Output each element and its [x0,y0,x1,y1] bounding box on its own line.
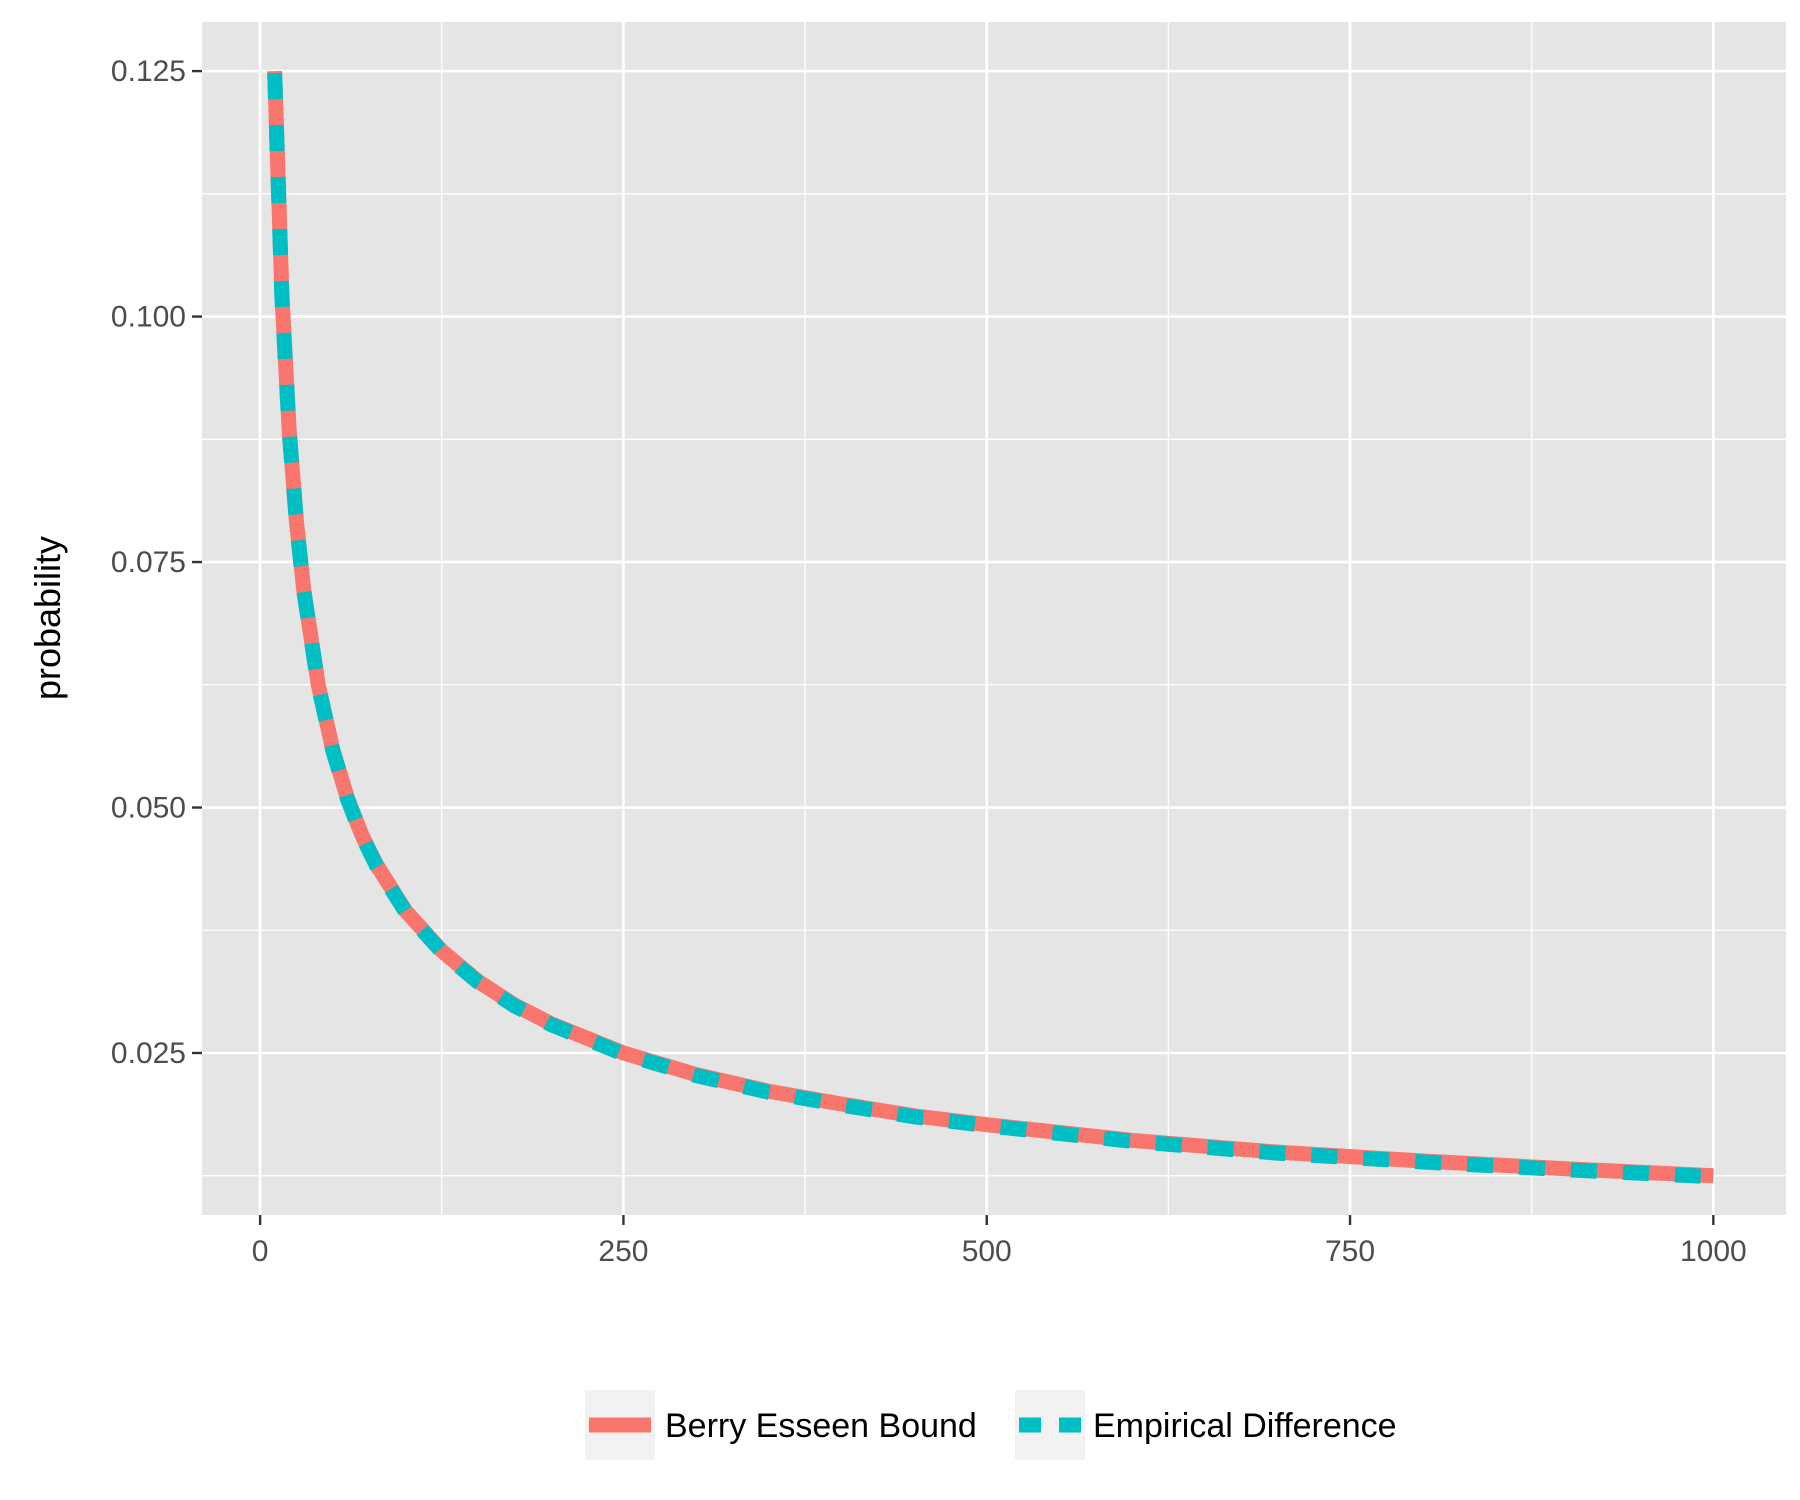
x-tick-label: 250 [598,1235,648,1268]
x-tick-label: 500 [962,1235,1012,1268]
y-tick-label: 0.125 [111,55,186,88]
x-tick-label: 750 [1325,1235,1375,1268]
series-line-empirical-difference [267,72,1714,1185]
y-tick-label: 0.025 [111,1037,186,1070]
plot-panel [202,22,1786,1215]
y-tick-label: 0.100 [111,301,186,334]
y-axis-title: probability [27,536,68,700]
legend-label: Empirical Difference [1093,1407,1397,1445]
y-tick-label: 0.075 [111,546,186,579]
x-tick-label: 1000 [1680,1235,1747,1268]
x-axis: 0 250 500 750 1000 [252,1215,1747,1268]
major-gridlines [202,22,1786,1215]
y-tick-label: 0.050 [111,792,186,825]
x-tick-label: 0 [252,1235,269,1268]
series-lines [267,70,1714,1185]
y-axis: 0.025 0.050 0.075 0.100 0.125 [111,55,202,1070]
legend-label: Berry Esseen Bound [665,1407,977,1445]
legend: Berry Esseen Bound Empirical Difference [585,1390,1397,1460]
minor-gridlines [202,22,1786,1215]
